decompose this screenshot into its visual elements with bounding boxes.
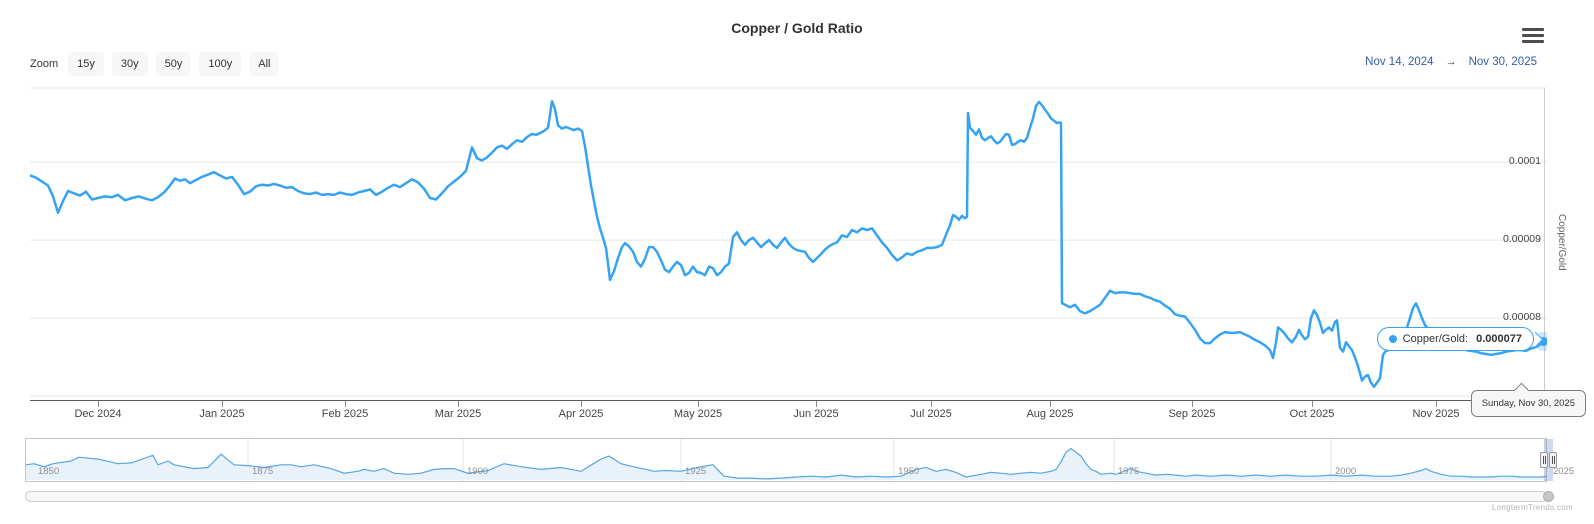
watermark: LongtermTrends.com (1491, 503, 1573, 512)
crosshair-date-tooltip: Sunday, Nov 30, 2025 (1470, 382, 1586, 417)
tooltip-series-label: Copper/Gold: (1402, 333, 1469, 345)
range-arrow-icon: → (1445, 56, 1457, 68)
x-axis-label: Mar 2025 (434, 408, 482, 420)
x-axis-tick (222, 401, 223, 407)
navigator-handle-right[interactable] (1549, 452, 1557, 468)
x-axis-label: Jun 2025 (793, 408, 839, 420)
x-axis-tick (98, 401, 99, 407)
zoom-label: Zoom (30, 58, 59, 70)
x-axis-label: Dec 2024 (74, 408, 122, 420)
range-selector-buttons: Zoom 15y 30y 50y 100y All (30, 52, 280, 76)
scrollbar-track[interactable] (25, 491, 1547, 502)
navigator-handle-left[interactable] (1540, 452, 1548, 468)
x-axis-tick (581, 401, 582, 407)
x-axis-tick (931, 401, 932, 407)
zoom-button-100y[interactable]: 100y (199, 52, 242, 76)
x-axis-label: Nov 2025 (1412, 408, 1460, 420)
series-tooltip: Copper/Gold: 0.000077 (1376, 327, 1534, 351)
zoom-button-30y[interactable]: 30y (111, 52, 148, 76)
navigator-selected-window[interactable] (1544, 439, 1553, 481)
range-from-date[interactable]: Nov 14, 2024 (1365, 56, 1434, 68)
y-axis-label: 0.0001 (1508, 155, 1541, 168)
scrollbar-thumb[interactable] (1543, 491, 1554, 502)
zoom-button-all[interactable]: All (249, 52, 280, 76)
x-axis-tick (1436, 401, 1437, 407)
x-axis-tick (1050, 401, 1051, 407)
x-axis-tick (1192, 401, 1193, 407)
zoom-button-15y[interactable]: 15y (68, 52, 104, 76)
x-axis-label: May 2025 (673, 408, 723, 420)
series-marker-bullet-icon (1388, 335, 1397, 343)
x-axis-label: Jan 2025 (199, 408, 245, 420)
x-axis-tick (1312, 401, 1313, 407)
date-range: Nov 14, 2024 → Nov 30, 2025 (1365, 56, 1537, 68)
navigator-chart[interactable] (26, 439, 1546, 481)
y-axis-label: 0.00008 (1503, 311, 1541, 324)
zoom-button-50y[interactable]: 50y (155, 52, 192, 76)
x-axis-tick (345, 401, 346, 407)
x-axis-tick (698, 401, 699, 407)
y-axis-title: Copper/Gold (1556, 214, 1567, 271)
x-axis-label: Feb 2025 (321, 408, 369, 420)
x-axis-label: Apr 2025 (558, 408, 604, 420)
tooltip-date-text: Sunday, Nov 30, 2025 (1481, 398, 1575, 409)
tooltip-value: 0.000077 (1476, 333, 1522, 345)
y-axis-label: 0.00009 (1503, 233, 1541, 246)
main-chart-plot-area[interactable] (30, 85, 1547, 405)
x-axis-label: Oct 2025 (1289, 408, 1335, 420)
x-axis-tick (458, 401, 459, 407)
x-axis-label: Sep 2025 (1168, 408, 1216, 420)
navigator-year-label: 2025 (1553, 466, 1575, 477)
range-to-date[interactable]: Nov 30, 2025 (1468, 56, 1537, 68)
x-axis-label: Jul 2025 (910, 408, 952, 420)
x-axis-tick (816, 401, 817, 407)
hamburger-menu-icon[interactable] (1522, 28, 1546, 44)
x-axis-label: Aug 2025 (1026, 408, 1074, 420)
page-title: Copper / Gold Ratio (731, 20, 863, 36)
navigator[interactable] (25, 438, 1547, 482)
x-axis-line (30, 400, 1547, 401)
